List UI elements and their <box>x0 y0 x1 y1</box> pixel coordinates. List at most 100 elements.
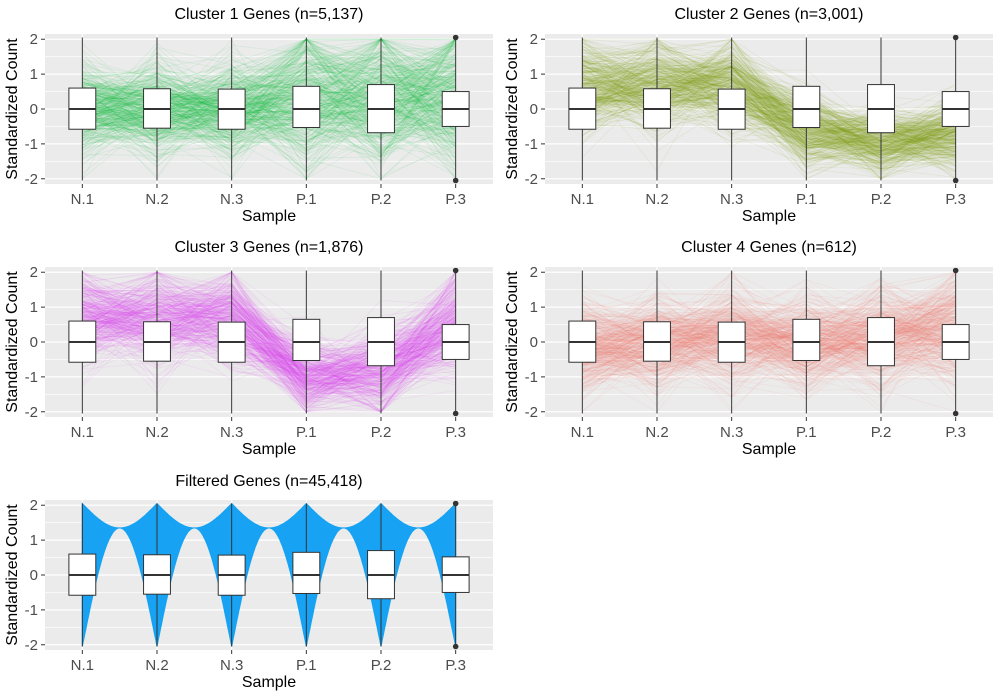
gene-profile-line <box>82 303 456 385</box>
gene-profile-line <box>82 75 456 164</box>
panel-1: -2 -1 0 1 2 N.1 N.2 N.3 P.1 P.2 P.3 Cluster 1 Genes… <box>4 6 493 225</box>
boxplot-P.2 <box>367 270 395 414</box>
x-tick-label: N.3 <box>220 191 243 208</box>
gene-profile-line <box>582 38 956 154</box>
gene-profile-line <box>82 271 456 413</box>
y-axis-label: Standardized Count <box>504 38 521 180</box>
gene-profile-line <box>582 277 956 371</box>
gene-profile-line <box>82 298 456 395</box>
boxplot-N.1 <box>68 503 97 647</box>
x-tick-label: N.3 <box>720 424 743 441</box>
gene-profile-line <box>582 66 956 175</box>
boxplot-N.3 <box>217 503 246 647</box>
gene-profile-line <box>81 51 457 149</box>
gene-profile-line <box>582 63 956 141</box>
gene-profile-line <box>582 71 956 142</box>
y-tick-label: 2 <box>30 264 38 281</box>
gene-profile-line <box>82 56 456 180</box>
gene-profile-line <box>82 271 456 385</box>
gene-profile-line <box>82 287 456 386</box>
outlier-point <box>452 177 459 184</box>
boxplot-P.3 <box>941 270 970 414</box>
gene-profile-line <box>582 60 956 143</box>
gene-profile-line <box>582 287 956 386</box>
gene-profile-line <box>82 290 456 386</box>
gene-profile-line <box>582 76 956 156</box>
gene-profile-line <box>582 78 956 145</box>
gene-profile-line <box>82 52 456 145</box>
gene-profile-line <box>582 291 956 352</box>
y-tick-label: 1 <box>30 66 38 83</box>
gene-profile-line <box>582 54 956 173</box>
gene-profile-line <box>582 40 956 151</box>
gene-profile-line <box>82 294 456 389</box>
gene-profile-line <box>82 279 457 413</box>
gene-profile-line <box>82 53 456 147</box>
gene-profile-line <box>582 46 956 143</box>
gene-profile-line <box>82 306 456 405</box>
boxplot-P.1 <box>292 503 321 647</box>
gene-profile-line <box>82 281 456 356</box>
gene-profile-line <box>582 59 956 143</box>
gene-profile-line <box>82 55 456 144</box>
gene-profile-line <box>82 38 456 139</box>
gene-profile-line <box>582 41 956 160</box>
box-iqr <box>292 85 321 128</box>
gene-profile-line <box>582 65 956 161</box>
gene-profile-line <box>82 294 456 391</box>
boxplot-N.2 <box>143 270 171 414</box>
gene-profile-line <box>82 48 456 137</box>
gene-profile-line <box>82 49 456 111</box>
gene-profile-line <box>82 272 456 381</box>
gene-profile-line <box>582 69 956 142</box>
gene-profile-line <box>582 38 956 180</box>
gene-profile-line <box>582 46 956 157</box>
outlier-point <box>452 410 459 417</box>
gene-profile-line <box>582 42 956 157</box>
panel-4: -2 -1 0 1 2 N.1 N.2 N.3 P.1 P.2 P.3 Cluster 4 Genes… <box>504 239 993 458</box>
gene-profile-line <box>82 63 456 119</box>
gene-profile-line <box>582 301 956 390</box>
gene-profile-line <box>82 303 456 377</box>
gene-profile-line <box>81 287 457 413</box>
gene-profile-line <box>82 38 456 139</box>
gene-profile-line <box>582 79 956 161</box>
gene-profile-line <box>82 271 457 392</box>
gene-profile-line <box>582 61 956 152</box>
gene-profile-line <box>582 66 956 158</box>
gene-profile-line <box>582 78 956 155</box>
gene-profile-line <box>82 86 456 180</box>
gene-profile-line <box>582 65 956 141</box>
gene-profile-line <box>582 72 956 144</box>
gene-profile-line <box>582 69 956 142</box>
gene-profile-line <box>82 314 456 376</box>
y-tick-label: -2 <box>25 637 38 654</box>
gene-profile-line <box>82 290 457 413</box>
panel-3: -2 -1 0 1 2 N.1 N.2 N.3 P.1 P.2 P.3 Cluster 3 Genes… <box>4 239 493 458</box>
gene-profile-line <box>82 39 457 163</box>
x-tick-label: N.1 <box>71 657 94 674</box>
gene-profile-line <box>82 38 456 127</box>
boxplot-N.1 <box>68 37 97 181</box>
panel-title: Cluster 4 Genes (n=612) <box>681 239 857 256</box>
box-iqr <box>292 551 321 594</box>
y-axis-label: Standardized Count <box>4 38 21 180</box>
gene-profile-line <box>582 51 956 149</box>
gene-profile-line <box>582 63 956 159</box>
boxplot-N.3 <box>717 270 746 414</box>
x-tick-label: P.1 <box>296 424 317 441</box>
gene-profile-line <box>582 76 956 157</box>
gene-profile-line <box>582 75 956 178</box>
gene-profile-line <box>582 55 956 152</box>
panel-5: -2 -1 0 1 2 N.1 N.2 N.3 P.1 P.2 P.3 Filtered Genes … <box>4 473 493 691</box>
gene-profile-line <box>82 277 456 382</box>
gene-profile-line <box>82 39 457 170</box>
boxplot-N.3 <box>717 37 746 181</box>
y-tick-label: 2 <box>530 31 538 48</box>
boxplot-N.1 <box>68 270 97 414</box>
gene-profile-line <box>582 70 956 150</box>
gene-profile-line <box>82 287 457 413</box>
x-tick-label: P.1 <box>796 424 817 441</box>
gene-profile-line <box>582 58 956 147</box>
gene-profile-line <box>582 81 956 147</box>
